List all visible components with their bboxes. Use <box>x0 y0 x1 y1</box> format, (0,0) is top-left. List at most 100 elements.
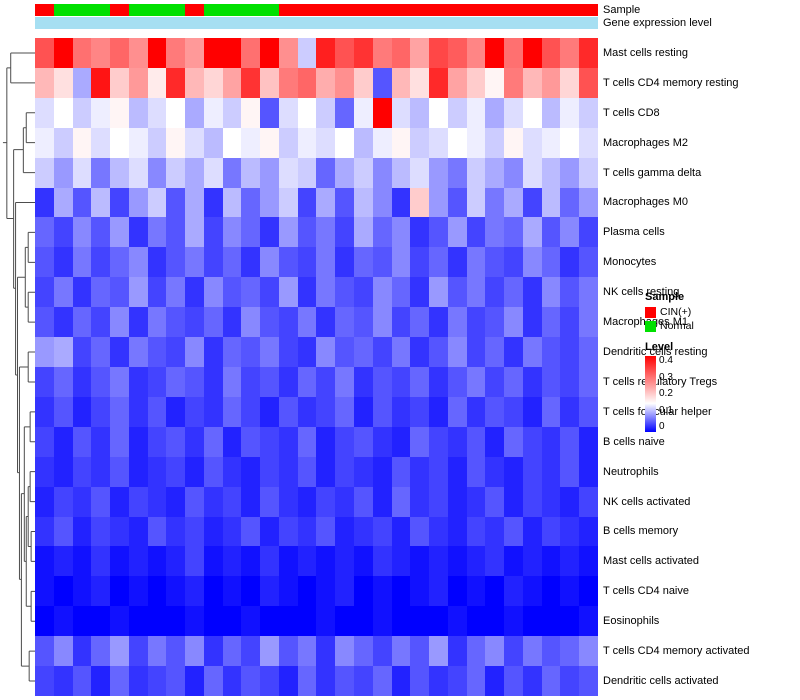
heatmap-cell <box>147 38 167 68</box>
heatmap-cell <box>166 486 186 517</box>
heatmap-cell <box>410 606 430 637</box>
heatmap-cell <box>128 307 148 338</box>
heatmap-cell <box>485 636 505 667</box>
heatmap-cell <box>297 127 317 158</box>
heatmap-cell <box>278 337 298 367</box>
heatmap-cell <box>72 396 92 427</box>
heatmap-cell <box>53 516 73 547</box>
heatmap-cell <box>335 97 355 128</box>
heatmap-cell <box>110 38 129 68</box>
heatmap-cell <box>241 636 261 667</box>
row-label: T cells CD4 memory resting <box>603 76 739 89</box>
heatmap-cell <box>504 426 523 457</box>
heatmap-cell <box>410 337 430 367</box>
heatmap-cell <box>128 456 148 487</box>
heatmap-cell <box>35 516 54 547</box>
heatmap-cell <box>504 636 523 667</box>
heatmap-cell <box>429 366 448 397</box>
heatmap-cell <box>485 67 505 98</box>
heatmap-cell <box>53 277 73 308</box>
heatmap-cell <box>147 606 167 637</box>
heatmap-cell <box>53 97 73 128</box>
heatmap-cell <box>335 127 355 158</box>
heatmap-cell <box>147 277 167 308</box>
heatmap-cell <box>447 456 467 487</box>
heatmap-cell <box>147 337 167 367</box>
sample-annotation-cell <box>185 4 204 16</box>
heatmap-cell <box>522 337 542 367</box>
heatmap-cell <box>372 247 392 278</box>
heatmap-cell <box>429 38 448 68</box>
heatmap-cell <box>35 456 54 487</box>
heatmap-cell <box>466 576 486 607</box>
heatmap-cell <box>222 337 242 367</box>
heatmap-cell <box>560 157 580 188</box>
heatmap-cell <box>128 576 148 607</box>
heatmap-cell <box>335 456 355 487</box>
heatmap-cell <box>560 217 580 248</box>
cin-color-swatch <box>645 306 656 318</box>
sample-annotation-cell <box>278 4 298 16</box>
heatmap-cell <box>260 426 279 457</box>
heatmap-cell <box>522 606 542 637</box>
heatmap-cell <box>185 247 204 278</box>
heatmap-cell <box>410 187 430 218</box>
heatmap-cell <box>128 546 148 577</box>
level-legend-title: Level <box>645 341 674 353</box>
heatmap-cell <box>222 97 242 128</box>
heatmap-cell <box>222 366 242 397</box>
heatmap-cell <box>522 157 542 188</box>
heatmap-cell <box>91 396 111 427</box>
heatmap-cell <box>278 606 298 637</box>
sample-annotation-cell <box>241 4 261 16</box>
heatmap-cell <box>372 636 392 667</box>
heatmap-cell <box>354 307 373 338</box>
heatmap-cell <box>522 277 542 308</box>
heatmap-cell <box>53 666 73 696</box>
sample-annotation-cell <box>541 4 561 16</box>
heatmap-cell <box>560 666 580 696</box>
heatmap-cell <box>335 187 355 218</box>
heatmap-cell <box>241 38 261 68</box>
heatmap-cell <box>53 247 73 278</box>
heatmap-cell <box>203 606 223 637</box>
heatmap-cell <box>485 38 505 68</box>
heatmap-cell <box>110 366 129 397</box>
heatmap-cell <box>260 366 279 397</box>
heatmap-cell <box>203 546 223 577</box>
heatmap-cell <box>278 486 298 517</box>
heatmap-cell <box>110 606 129 637</box>
row-label: Eosinophils <box>603 615 660 628</box>
heatmap-cell <box>372 97 392 128</box>
heatmap-cell <box>278 157 298 188</box>
heatmap-cell <box>147 187 167 218</box>
heatmap-cell <box>372 277 392 308</box>
heatmap-cell <box>447 636 467 667</box>
heatmap-cell <box>316 366 336 397</box>
heatmap-cell <box>222 486 242 517</box>
heatmap-cell <box>466 426 486 457</box>
sample-annotation-cell <box>391 4 411 16</box>
heatmap-cell <box>504 277 523 308</box>
heatmap-cell <box>466 157 486 188</box>
heatmap-cell <box>203 127 223 158</box>
heatmap-cell <box>53 426 73 457</box>
heatmap-cell <box>579 217 598 248</box>
heatmap-cell <box>278 277 298 308</box>
heatmap-cell <box>91 157 111 188</box>
heatmap-cell <box>410 97 430 128</box>
heatmap-cell <box>372 67 392 98</box>
heatmap-cell <box>53 38 73 68</box>
heatmap-cell <box>391 337 411 367</box>
heatmap-cell <box>35 366 54 397</box>
heatmap-cell <box>541 606 561 637</box>
heatmap-cell <box>429 666 448 696</box>
heatmap-cell <box>522 516 542 547</box>
heatmap-cell <box>35 97 54 128</box>
heatmap-cell <box>579 666 598 696</box>
heatmap-cell <box>372 366 392 397</box>
heatmap-cell <box>297 67 317 98</box>
heatmap-cell <box>335 67 355 98</box>
heatmap-cell <box>316 157 336 188</box>
heatmap-cell <box>222 516 242 547</box>
